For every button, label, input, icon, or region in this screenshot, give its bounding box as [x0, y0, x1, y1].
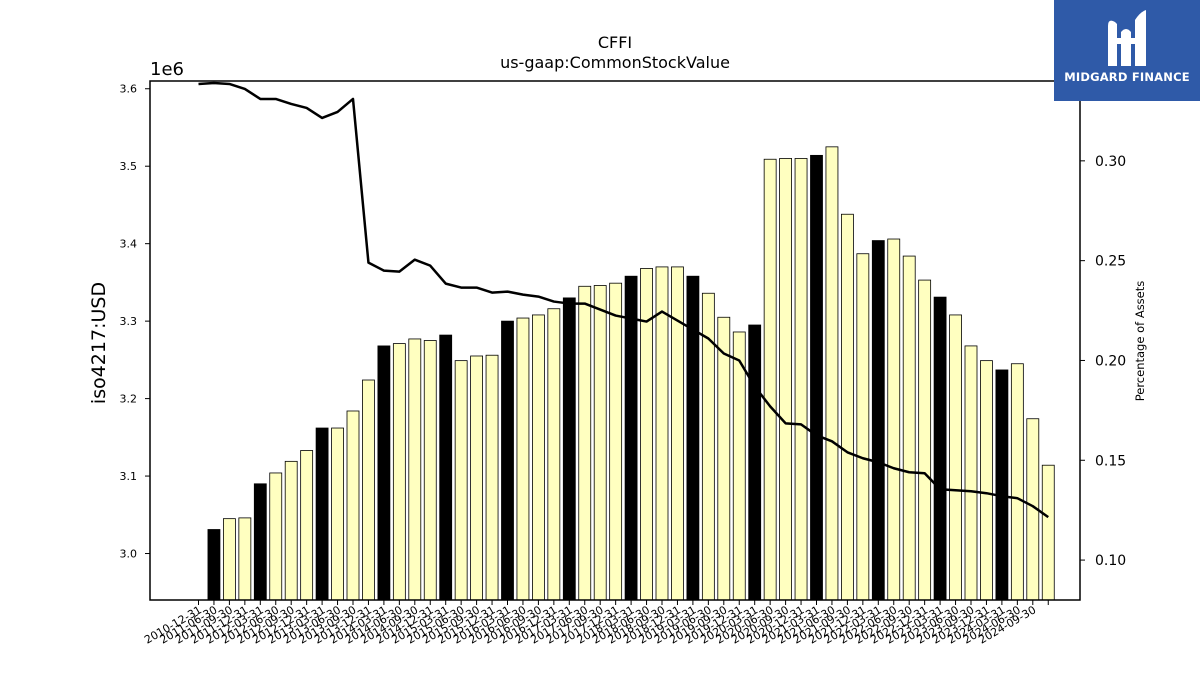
chart-title: CFFI [598, 33, 632, 52]
bar [408, 338, 422, 601]
bar [902, 255, 916, 601]
y-axis-label: iso4217:USD [88, 282, 110, 404]
bar [284, 460, 298, 601]
bar [392, 343, 406, 601]
y-tick-label: 3.3 [120, 315, 138, 328]
bar [269, 472, 283, 601]
logo-mark-icon [1108, 10, 1146, 67]
y2-tick-label: 0.25 [1095, 254, 1126, 270]
bar [516, 317, 530, 601]
bar [810, 154, 823, 601]
bar [763, 158, 777, 601]
bar [207, 529, 221, 601]
y-tick-label: 3.4 [120, 238, 138, 251]
bar [794, 158, 808, 601]
bar [300, 450, 314, 601]
bar [423, 340, 437, 601]
bar [238, 517, 252, 601]
bar [624, 275, 638, 601]
y-tick-label: 3.2 [120, 393, 138, 406]
bar [980, 360, 993, 601]
y2-tick-label: 0.15 [1095, 453, 1126, 469]
y-axis-multiplier: 1e6 [150, 59, 184, 80]
y2-tick-label: 0.10 [1095, 553, 1126, 569]
bar [439, 334, 453, 601]
bar [825, 146, 839, 601]
bar [222, 518, 236, 601]
bar [1041, 464, 1055, 601]
y2-tick-label: 0.20 [1095, 353, 1126, 369]
bar [732, 331, 746, 601]
y-tick-label: 3.1 [120, 470, 138, 483]
y2-tick-label: 0.30 [1095, 154, 1126, 170]
bar [655, 266, 669, 601]
bar [1010, 363, 1024, 601]
bar [253, 483, 267, 601]
bar [578, 285, 592, 601]
bar [547, 308, 561, 601]
bar [995, 369, 1009, 601]
percentage-line [198, 81, 1049, 519]
bar [532, 314, 545, 601]
bar [949, 314, 962, 601]
bar [856, 253, 870, 601]
y2-axis-label: Percentage of Assets [1133, 281, 1147, 402]
bar [686, 275, 700, 601]
bar-series [207, 146, 1055, 601]
bar [485, 354, 499, 601]
bar [779, 158, 792, 601]
bar [933, 296, 947, 601]
chart-subtitle: us-gaap:CommonStockValue [500, 53, 730, 72]
bar [362, 379, 375, 601]
bar [346, 410, 360, 601]
midgard-finance-logo: MIDGARD FINANCE [1054, 0, 1200, 101]
logo-text: MIDGARD FINANCE [1064, 70, 1190, 84]
bar [871, 240, 885, 601]
bar [315, 427, 329, 601]
y2-axis-ticks: 0.10 0.15 0.20 0.25 0.30 [1080, 154, 1126, 569]
y-tick-label: 3.0 [120, 548, 138, 561]
bar [841, 213, 854, 601]
bar [717, 316, 731, 601]
bar [918, 279, 932, 601]
bar [609, 282, 623, 601]
bar [501, 320, 514, 601]
bar [331, 427, 344, 601]
bar [748, 324, 762, 601]
line-series [198, 81, 1049, 519]
y-axis-ticks: 3.0 3.1 3.2 3.3 3.4 3.5 3.6 [120, 83, 150, 561]
x-axis-ticks: 2010-12-312011-06-302011-09-302011-12-31… [142, 600, 1049, 647]
bar [593, 285, 607, 601]
bar [562, 297, 576, 601]
bar [887, 238, 901, 601]
y-tick-label: 3.5 [120, 160, 138, 173]
bar [470, 355, 484, 601]
bar [964, 345, 978, 601]
bar [454, 360, 468, 601]
y-tick-label: 3.6 [120, 83, 138, 96]
plot-frame [149, 80, 1081, 601]
bar [377, 345, 391, 601]
